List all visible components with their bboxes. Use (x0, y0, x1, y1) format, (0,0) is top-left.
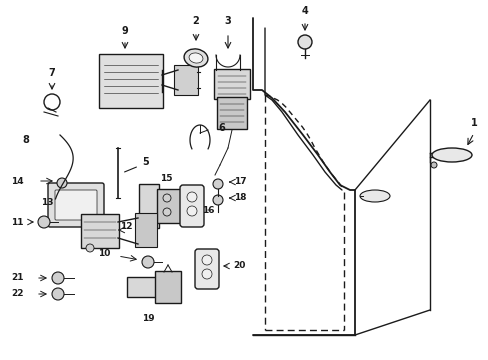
Circle shape (186, 206, 197, 216)
Circle shape (52, 288, 64, 300)
Circle shape (297, 35, 311, 49)
FancyBboxPatch shape (139, 184, 159, 228)
FancyBboxPatch shape (217, 97, 246, 129)
Text: 2: 2 (192, 16, 199, 26)
Circle shape (38, 216, 50, 228)
FancyBboxPatch shape (174, 65, 198, 95)
FancyBboxPatch shape (195, 249, 219, 289)
Text: 6: 6 (218, 123, 224, 133)
Text: 8: 8 (22, 135, 29, 145)
FancyBboxPatch shape (155, 271, 181, 303)
Text: 7: 7 (48, 68, 55, 78)
Circle shape (86, 244, 94, 252)
Circle shape (430, 162, 436, 168)
Text: 22: 22 (12, 289, 24, 298)
FancyBboxPatch shape (99, 54, 163, 108)
Text: 4: 4 (301, 6, 308, 16)
FancyBboxPatch shape (214, 69, 249, 99)
Text: 1: 1 (469, 118, 476, 128)
FancyBboxPatch shape (55, 190, 97, 220)
FancyBboxPatch shape (127, 277, 157, 297)
Text: 19: 19 (142, 314, 154, 323)
Ellipse shape (189, 53, 203, 63)
Circle shape (202, 269, 212, 279)
Text: 15: 15 (160, 174, 172, 183)
FancyBboxPatch shape (48, 183, 104, 227)
FancyBboxPatch shape (135, 213, 157, 247)
Circle shape (52, 272, 64, 284)
Text: 10: 10 (98, 249, 110, 258)
Circle shape (163, 208, 171, 216)
Text: 16: 16 (202, 206, 214, 215)
Text: 18: 18 (234, 193, 246, 202)
Text: 20: 20 (232, 261, 245, 270)
FancyBboxPatch shape (157, 189, 183, 223)
Ellipse shape (431, 148, 471, 162)
Circle shape (186, 192, 197, 202)
Text: 13: 13 (41, 198, 54, 207)
Text: 14: 14 (11, 176, 24, 185)
Text: 17: 17 (234, 176, 246, 185)
Circle shape (213, 195, 223, 205)
FancyBboxPatch shape (81, 214, 119, 248)
Circle shape (202, 255, 212, 265)
Text: 21: 21 (12, 274, 24, 283)
Circle shape (57, 178, 67, 188)
Text: 9: 9 (122, 26, 128, 36)
Ellipse shape (183, 49, 207, 67)
Ellipse shape (359, 190, 389, 202)
Text: 11: 11 (12, 217, 24, 226)
Circle shape (142, 256, 154, 268)
Circle shape (53, 190, 63, 200)
FancyBboxPatch shape (180, 185, 203, 227)
Text: 3: 3 (224, 16, 231, 26)
Text: 12: 12 (120, 221, 132, 230)
Circle shape (163, 194, 171, 202)
Circle shape (213, 179, 223, 189)
Text: 5: 5 (142, 157, 148, 167)
